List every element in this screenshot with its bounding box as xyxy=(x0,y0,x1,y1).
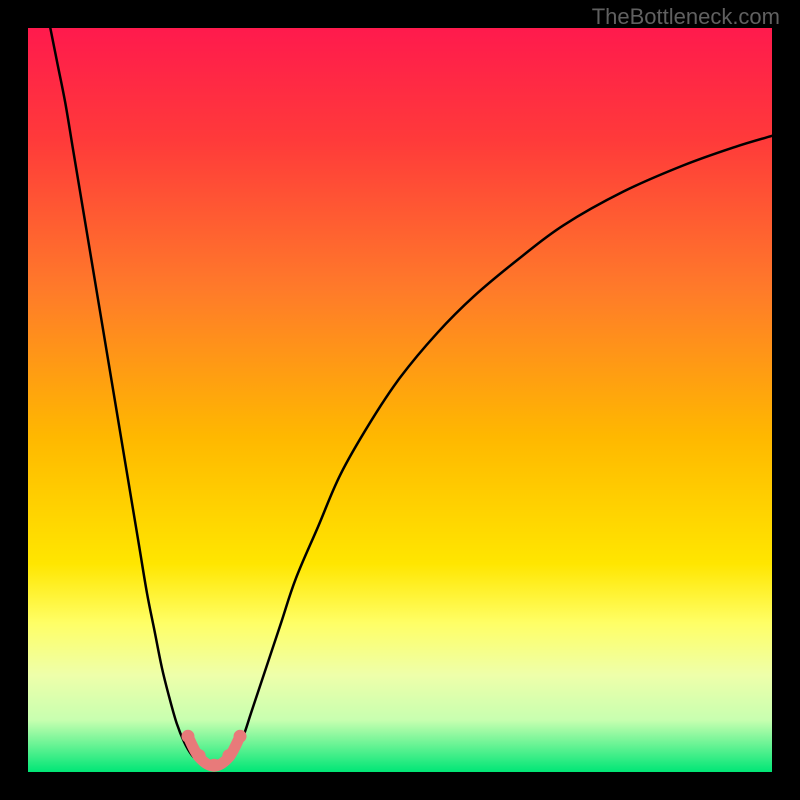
chart-plot-area xyxy=(28,28,772,772)
highlight-dot xyxy=(222,749,235,762)
highlight-dot xyxy=(234,730,247,743)
highlight-dot xyxy=(208,759,221,772)
highlight-dot xyxy=(181,730,194,743)
highlight-dot xyxy=(193,749,206,762)
chart-svg xyxy=(28,28,772,772)
attribution-text: TheBottleneck.com xyxy=(592,4,780,30)
